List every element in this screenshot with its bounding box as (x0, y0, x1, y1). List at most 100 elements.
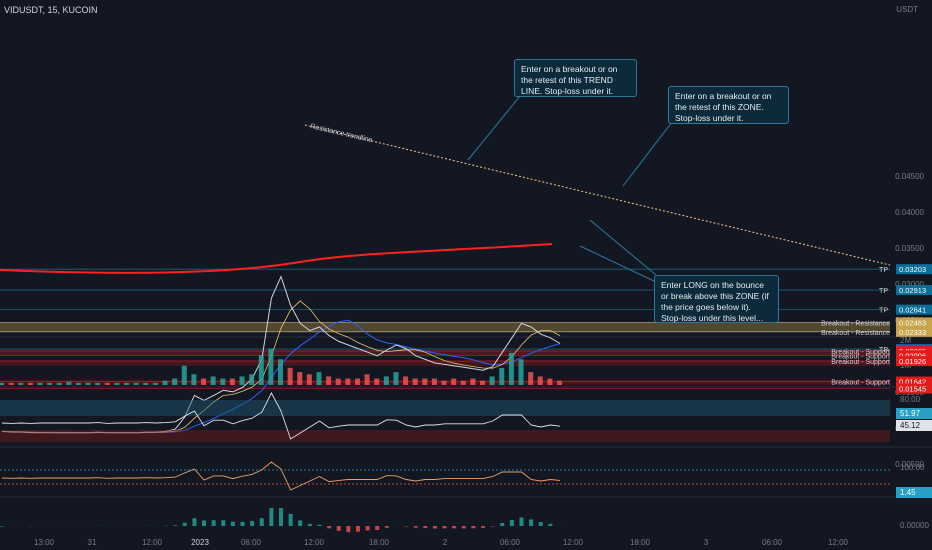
osc-value: 51.97 (900, 409, 921, 418)
volume-bar (393, 372, 399, 385)
macd-bar (211, 520, 216, 526)
level-value: 0.02913 (899, 286, 926, 295)
volume-bar (489, 376, 495, 385)
time-tick: 2023 (191, 538, 209, 547)
time-tick: 12:00 (304, 538, 325, 547)
time-tick: 2 (443, 538, 448, 547)
macd-bar (384, 526, 389, 528)
volume-bar (201, 378, 207, 385)
volume-bar (124, 382, 130, 385)
volume-bar (297, 372, 303, 385)
macd-bar (432, 526, 437, 529)
macd-bar (365, 526, 370, 531)
volume-bar (383, 376, 389, 385)
volume-bar (345, 378, 351, 385)
volume-bar (422, 378, 428, 385)
stoch-k (1, 461, 561, 491)
osc2-value: 1.45 (900, 488, 916, 497)
callout-long[interactable]: Enter LONG on the bounce or break above … (654, 275, 779, 323)
support-zone (0, 350, 890, 356)
resistance-zone (0, 322, 890, 333)
macd-bar (355, 526, 360, 532)
volume-bar (278, 359, 283, 385)
volume-bar (528, 372, 534, 385)
time-tick: 06:00 (762, 538, 783, 547)
volume-bar (306, 374, 312, 385)
volume-bar (412, 378, 418, 385)
time-tick: 12:00 (828, 538, 849, 547)
volume-bar (229, 378, 235, 385)
macd-bar (0, 526, 4, 527)
level-label: Breakout - Support (831, 380, 890, 387)
volume-bar (354, 378, 360, 385)
level-label: Breakout - Support (831, 353, 890, 360)
macd-bar (509, 520, 514, 526)
volume-bar (18, 382, 24, 385)
level-badge (896, 383, 932, 394)
macd-bar (288, 513, 293, 526)
oscillator-pane-1 (0, 392, 890, 442)
volume-bar (364, 374, 370, 385)
volume-tick: 2M (900, 336, 911, 345)
osc-tick: 100.00 (900, 463, 925, 472)
volume-bar (518, 359, 524, 385)
time-tick: 12:00 (142, 538, 163, 547)
level-badge (896, 356, 932, 367)
price-tick: 0.03500 (895, 244, 924, 253)
level-badge (896, 264, 932, 275)
macd-bar (182, 522, 187, 526)
volume-bar (480, 380, 486, 385)
osc-value-badge (896, 420, 932, 431)
macd-bar (481, 526, 486, 528)
time-tick: 31 (88, 538, 97, 547)
symbol-title[interactable]: VIDUSDT, 15, KUCOIN (4, 5, 98, 15)
overbought-band (0, 400, 890, 416)
volume-bar (95, 382, 101, 385)
callout-arrow (589, 219, 657, 276)
macd-bar (173, 525, 178, 526)
volume-bar (547, 378, 553, 385)
macd-bar (442, 526, 447, 529)
level-label: Breakout - Resistance (821, 320, 890, 327)
level-label: TP (879, 267, 888, 274)
volume-bar (85, 382, 91, 385)
time-axis[interactable]: 13:00 31 12:00 2023 06:00 12:00 18:00 2 06:00 12:… (34, 538, 849, 547)
volume-bar (258, 355, 264, 385)
macd-bar (221, 520, 226, 526)
volume-bar (0, 382, 4, 385)
level-badge (896, 317, 932, 328)
macd-bar (548, 523, 553, 526)
volume-bar (143, 382, 149, 385)
volume-bar (75, 382, 81, 385)
volume-bar (47, 382, 53, 385)
volume-bar (316, 372, 322, 385)
volume-bar (239, 376, 245, 385)
volume-bar (104, 382, 110, 385)
level-labels: TP 0.03203 TP 0.02913 TP 0.02641 Breakout - Re… (821, 264, 932, 394)
oversold-band (0, 430, 890, 442)
ma-red-long (0, 243, 553, 274)
volume-pane (0, 348, 562, 385)
macd-bar (529, 519, 534, 526)
volume-bar (27, 382, 33, 385)
price-tick: 0.04500 (895, 172, 924, 181)
volume-bar (114, 382, 120, 385)
macd-bar (413, 526, 418, 528)
level-value: 0.01642 (899, 378, 926, 387)
volume-bar (249, 374, 255, 385)
callout-trendline[interactable]: Enter on a breakout or on the retest of … (514, 59, 637, 97)
volume-bar (508, 352, 514, 385)
price-unit: USDT (896, 5, 918, 14)
macd-tick: 0.00000 (900, 521, 929, 530)
time-tick: 12:00 (563, 538, 584, 547)
callout-zone[interactable]: Enter on a breakout or on the retest of … (668, 86, 789, 124)
resistance-trendline[interactable]: Resistance trendline (304, 123, 891, 266)
price-tick: 0.04000 (895, 208, 924, 217)
volume-bar (181, 365, 187, 385)
volume-bar (537, 376, 543, 385)
macd-bar (259, 518, 264, 526)
support-zone (0, 360, 890, 366)
volume-bar (403, 376, 409, 385)
macd-bar (519, 517, 524, 526)
